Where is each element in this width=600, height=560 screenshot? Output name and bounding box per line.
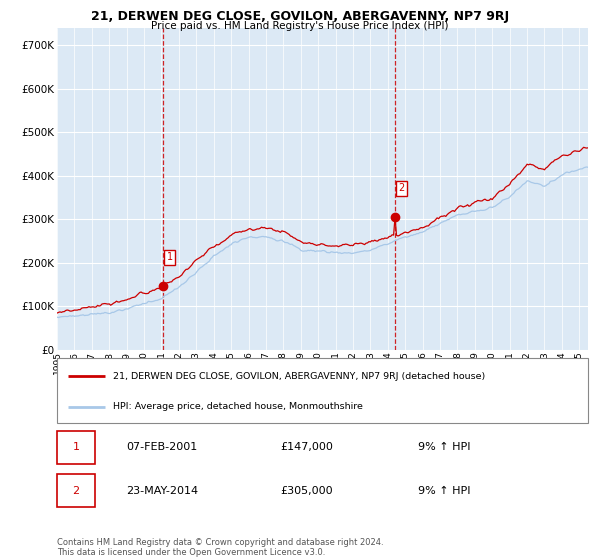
- Text: Contains HM Land Registry data © Crown copyright and database right 2024.
This d: Contains HM Land Registry data © Crown c…: [57, 538, 383, 557]
- Text: 2: 2: [73, 486, 80, 496]
- Text: 2: 2: [398, 183, 405, 193]
- Text: 21, DERWEN DEG CLOSE, GOVILON, ABERGAVENNY, NP7 9RJ: 21, DERWEN DEG CLOSE, GOVILON, ABERGAVEN…: [91, 10, 509, 23]
- Text: £305,000: £305,000: [280, 486, 332, 496]
- Text: £147,000: £147,000: [280, 442, 333, 452]
- Bar: [57, 431, 95, 464]
- Bar: [57, 474, 95, 507]
- Text: 1: 1: [167, 252, 173, 262]
- Text: Price paid vs. HM Land Registry's House Price Index (HPI): Price paid vs. HM Land Registry's House …: [151, 21, 449, 31]
- Text: HPI: Average price, detached house, Monmouthshire: HPI: Average price, detached house, Monm…: [113, 402, 362, 411]
- Text: 07-FEB-2001: 07-FEB-2001: [126, 442, 197, 452]
- Text: 9% ↑ HPI: 9% ↑ HPI: [418, 486, 470, 496]
- Text: 9% ↑ HPI: 9% ↑ HPI: [418, 442, 470, 452]
- Text: 23-MAY-2014: 23-MAY-2014: [126, 486, 198, 496]
- Text: 1: 1: [73, 442, 80, 452]
- Text: 21, DERWEN DEG CLOSE, GOVILON, ABERGAVENNY, NP7 9RJ (detached house): 21, DERWEN DEG CLOSE, GOVILON, ABERGAVEN…: [113, 372, 485, 381]
